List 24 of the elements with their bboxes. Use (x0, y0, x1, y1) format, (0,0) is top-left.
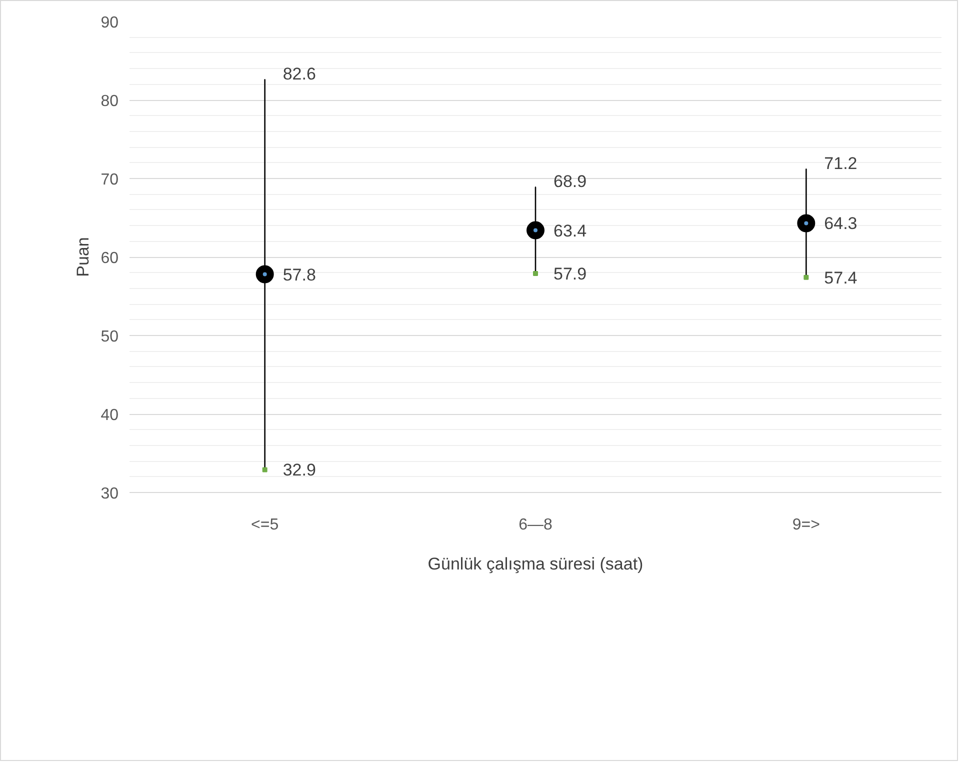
y-tick-label: 40 (100, 407, 119, 424)
x-tick-label: <=5 (251, 516, 279, 534)
annotation: 71.2 (824, 154, 858, 174)
data-label: 63.4 (554, 221, 587, 240)
data-label: 57.9 (554, 264, 587, 284)
y-tick-label: 70 (100, 172, 119, 188)
y-tick-label: 80 (100, 93, 119, 110)
point (256, 265, 274, 284)
data-label: 64.3 (824, 214, 858, 234)
y-tick-label: 30 (100, 486, 119, 502)
annotation: 82.6 (282, 64, 316, 84)
data-label: 57.8 (282, 265, 316, 284)
y-tick-label: 60 (100, 250, 119, 267)
annotation: 68.9 (554, 172, 587, 192)
point (797, 214, 816, 232)
x-tick-label: 6—8 (518, 516, 552, 534)
point (526, 221, 544, 240)
y-axis-title: Puan (74, 237, 93, 277)
x-axis-title: Günlük çalışma süresi (saat) (428, 554, 644, 574)
y-tick-label: 50 (100, 328, 119, 346)
y-tick-label: 90 (100, 14, 119, 32)
data-label: 32.9 (282, 460, 316, 480)
x-tick-label: 9=> (792, 516, 820, 534)
data-label: 57.4 (824, 268, 858, 288)
